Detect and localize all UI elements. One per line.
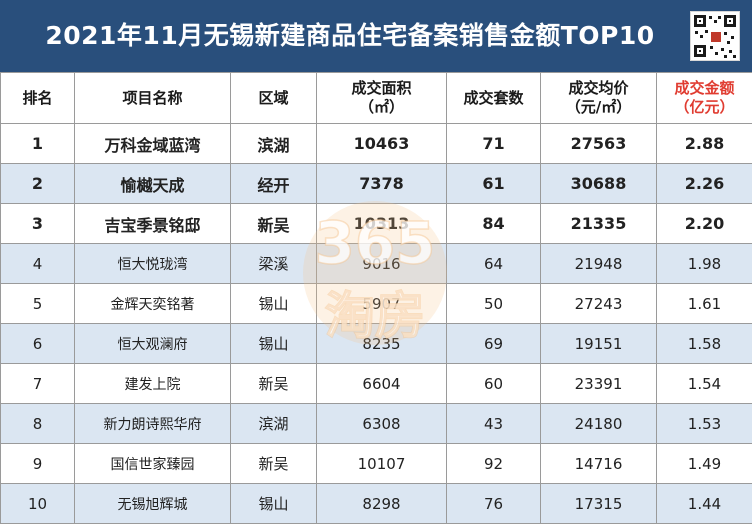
header-avg-price: 成交均价 （元/㎡） bbox=[540, 72, 657, 124]
cell-sold-units: 69 bbox=[446, 323, 541, 364]
cell-project-name: 恒大悦珑湾 bbox=[74, 243, 231, 284]
cell-sales-amount: 1.98 bbox=[656, 243, 752, 284]
cell-district: 新吴 bbox=[230, 443, 317, 484]
cell-project-name: 金辉天奕铭著 bbox=[74, 283, 231, 324]
cell-rank: 1 bbox=[0, 123, 75, 164]
cell-project-name: 恒大观澜府 bbox=[74, 323, 231, 364]
cell-sold-units: 60 bbox=[446, 363, 541, 404]
cell-district: 滨湖 bbox=[230, 123, 317, 164]
ranking-table: 排名 项目名称 区域 成交面积 （㎡） 成交套数 成交均价 （元/㎡） 成交金额 （亿… bbox=[0, 72, 752, 524]
cell-project-name: 无锡旭辉城 bbox=[74, 483, 231, 524]
cell-sales-amount: 2.26 bbox=[656, 163, 752, 204]
cell-district: 锡山 bbox=[230, 323, 317, 364]
cell-avg-price: 23391 bbox=[540, 363, 657, 404]
cell-sales-amount: 1.58 bbox=[656, 323, 752, 364]
table-row: 1 万科金域蓝湾 滨湖 10463 71 27563 2.88 bbox=[0, 123, 752, 164]
cell-sold-units: 71 bbox=[446, 123, 541, 164]
cell-rank: 10 bbox=[0, 483, 75, 524]
cell-project-name: 万科金域蓝湾 bbox=[74, 123, 231, 164]
header-district: 区域 bbox=[230, 72, 317, 124]
cell-district: 梁溪 bbox=[230, 243, 317, 284]
table-row: 3 吉宝季景铭邸 新吴 10313 84 21335 2.20 bbox=[0, 203, 752, 244]
table-row: 7 建发上院 新吴 6604 60 23391 1.54 bbox=[0, 363, 752, 404]
cell-sold-units: 50 bbox=[446, 283, 541, 324]
qr-code-icon bbox=[690, 11, 740, 61]
cell-district: 经开 bbox=[230, 163, 317, 204]
cell-sold-area: 7378 bbox=[316, 163, 447, 204]
header-project-name: 项目名称 bbox=[74, 72, 231, 124]
cell-sales-amount: 1.53 bbox=[656, 403, 752, 444]
cell-sold-units: 64 bbox=[446, 243, 541, 284]
cell-sold-area: 5907 bbox=[316, 283, 447, 324]
cell-sales-amount: 1.61 bbox=[656, 283, 752, 324]
cell-sales-amount: 1.49 bbox=[656, 443, 752, 484]
cell-sold-area: 9016 bbox=[316, 243, 447, 284]
cell-avg-price: 30688 bbox=[540, 163, 657, 204]
cell-sold-area: 10463 bbox=[316, 123, 447, 164]
cell-sold-units: 92 bbox=[446, 443, 541, 484]
cell-district: 新吴 bbox=[230, 203, 317, 244]
cell-rank: 3 bbox=[0, 203, 75, 244]
cell-sold-units: 61 bbox=[446, 163, 541, 204]
cell-sold-area: 10107 bbox=[316, 443, 447, 484]
table-row: 6 恒大观澜府 锡山 8235 69 19151 1.58 bbox=[0, 323, 752, 364]
header-sales-amount: 成交金额 （亿元） bbox=[656, 72, 752, 124]
cell-district: 锡山 bbox=[230, 483, 317, 524]
table-row: 9 国信世家臻园 新吴 10107 92 14716 1.49 bbox=[0, 443, 752, 484]
cell-avg-price: 21335 bbox=[540, 203, 657, 244]
header-sold-area: 成交面积 （㎡） bbox=[316, 72, 447, 124]
cell-rank: 8 bbox=[0, 403, 75, 444]
table-header-row: 排名 项目名称 区域 成交面积 （㎡） 成交套数 成交均价 （元/㎡） 成交金额 （亿… bbox=[0, 72, 752, 124]
cell-rank: 7 bbox=[0, 363, 75, 404]
cell-rank: 4 bbox=[0, 243, 75, 284]
cell-rank: 2 bbox=[0, 163, 75, 204]
cell-project-name: 国信世家臻园 bbox=[74, 443, 231, 484]
cell-sold-area: 10313 bbox=[316, 203, 447, 244]
cell-rank: 6 bbox=[0, 323, 75, 364]
cell-project-name: 吉宝季景铭邸 bbox=[74, 203, 231, 244]
table-row: 10 无锡旭辉城 锡山 8298 76 17315 1.44 bbox=[0, 483, 752, 524]
cell-project-name: 新力朗诗熙华府 bbox=[74, 403, 231, 444]
cell-sold-area: 8298 bbox=[316, 483, 447, 524]
cell-avg-price: 27243 bbox=[540, 283, 657, 324]
cell-avg-price: 27563 bbox=[540, 123, 657, 164]
header-rank: 排名 bbox=[0, 72, 75, 124]
cell-sales-amount: 1.44 bbox=[656, 483, 752, 524]
title-bar: 2021年11月无锡新建商品住宅备案销售金额TOP10 bbox=[0, 0, 752, 72]
page-title: 2021年11月无锡新建商品住宅备案销售金额TOP10 bbox=[45, 21, 655, 50]
cell-sold-area: 6604 bbox=[316, 363, 447, 404]
cell-district: 滨湖 bbox=[230, 403, 317, 444]
cell-avg-price: 21948 bbox=[540, 243, 657, 284]
cell-rank: 9 bbox=[0, 443, 75, 484]
cell-district: 新吴 bbox=[230, 363, 317, 404]
cell-rank: 5 bbox=[0, 283, 75, 324]
cell-avg-price: 19151 bbox=[540, 323, 657, 364]
cell-sales-amount: 1.54 bbox=[656, 363, 752, 404]
table-row: 8 新力朗诗熙华府 滨湖 6308 43 24180 1.53 bbox=[0, 403, 752, 444]
cell-avg-price: 17315 bbox=[540, 483, 657, 524]
cell-project-name: 建发上院 bbox=[74, 363, 231, 404]
cell-avg-price: 24180 bbox=[540, 403, 657, 444]
cell-sold-area: 6308 bbox=[316, 403, 447, 444]
cell-project-name: 愉樾天成 bbox=[74, 163, 231, 204]
cell-sold-units: 43 bbox=[446, 403, 541, 444]
cell-sold-units: 84 bbox=[446, 203, 541, 244]
cell-sold-units: 76 bbox=[446, 483, 541, 524]
cell-sales-amount: 2.88 bbox=[656, 123, 752, 164]
header-sold-units: 成交套数 bbox=[446, 72, 541, 124]
table-row: 5 金辉天奕铭著 锡山 5907 50 27243 1.61 bbox=[0, 283, 752, 324]
cell-district: 锡山 bbox=[230, 283, 317, 324]
cell-sales-amount: 2.20 bbox=[656, 203, 752, 244]
table-row: 2 愉樾天成 经开 7378 61 30688 2.26 bbox=[0, 163, 752, 204]
table-row: 4 恒大悦珑湾 梁溪 9016 64 21948 1.98 bbox=[0, 243, 752, 284]
cell-sold-area: 8235 bbox=[316, 323, 447, 364]
cell-avg-price: 14716 bbox=[540, 443, 657, 484]
